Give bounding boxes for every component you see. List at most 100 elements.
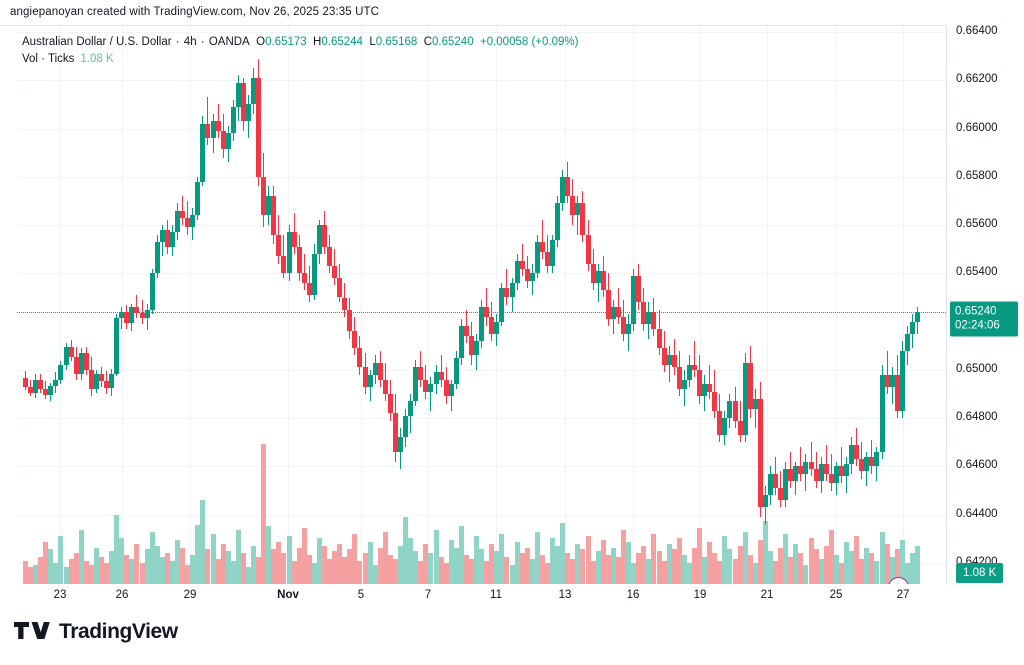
volume-bar-down	[829, 530, 834, 584]
volume-bar-up	[145, 549, 150, 584]
gridline-vertical	[496, 26, 497, 584]
volume-bar-down	[444, 562, 449, 584]
candle-wick	[542, 220, 543, 259]
volume-bar-up	[722, 536, 727, 584]
chart-plot-area[interactable]	[17, 26, 946, 584]
candle-body-bearish	[657, 328, 662, 349]
volume-bar-up	[560, 522, 565, 584]
volume-bar-up	[195, 524, 200, 584]
candle-body-bearish	[748, 362, 753, 409]
volume-bar-down	[337, 543, 342, 584]
volume-bar-up	[849, 551, 854, 584]
volume-bar-down	[651, 534, 656, 584]
volume-bar-down	[885, 543, 890, 584]
candle-body-bearish	[271, 196, 276, 235]
volume-bar-down	[439, 557, 444, 584]
volume-bar-down	[773, 561, 778, 584]
volume-bar-down	[895, 549, 900, 584]
price-axis-tick: 0.66000	[956, 121, 998, 134]
candle-body-bearish	[423, 379, 428, 392]
time-axis[interactable]: 23 26 29 Nov 5 7 11 13 16 19 21 25 27	[0, 584, 1024, 608]
gridline-vertical	[428, 26, 429, 584]
candle-body-bearish	[565, 176, 570, 197]
volume-bar-down	[74, 553, 79, 584]
candle-wick	[811, 442, 812, 477]
volume-bar-up	[915, 545, 920, 584]
candle-wick	[755, 389, 756, 428]
volume-bar-down	[712, 553, 717, 584]
candle-body-bearish	[347, 309, 352, 332]
candle-body-bearish	[601, 270, 606, 291]
candle-body-bearish	[738, 420, 743, 436]
candle-body-bearish	[606, 290, 611, 320]
candle-wick	[430, 377, 431, 411]
candle-body-bearish	[185, 217, 190, 228]
gridline-horizontal	[17, 225, 946, 226]
volume-bar-down	[869, 553, 874, 584]
candle-body-bullish	[631, 275, 636, 325]
gridline-horizontal	[17, 177, 946, 178]
candle-body-bearish	[84, 353, 89, 370]
candle-body-bearish	[104, 380, 109, 388]
volume-bar-down	[185, 564, 190, 584]
volume-bar-down	[839, 562, 844, 584]
candle-body-bearish	[221, 130, 226, 150]
candle-body-bearish	[357, 348, 362, 368]
volume-bar-up	[408, 537, 413, 584]
candle-body-bearish	[814, 468, 819, 481]
volume-bar-down	[748, 555, 753, 584]
volume-bar-down	[393, 559, 398, 584]
volume-bar-down	[307, 555, 312, 584]
candle-body-bearish	[302, 273, 307, 283]
volume-bar-up	[226, 551, 231, 584]
time-axis-tick: 13	[558, 589, 572, 601]
volume-bar-down	[342, 557, 347, 584]
volume-bar-down	[216, 559, 221, 584]
volume-bar-down	[606, 555, 611, 584]
candle-body-bearish	[824, 464, 829, 474]
candle-body-bullish	[849, 444, 854, 465]
volume-bar-up	[434, 530, 439, 584]
volume-bar-up	[211, 534, 216, 584]
volume-bar-down	[570, 559, 575, 584]
time-axis-tick: 21	[760, 589, 774, 601]
candle-body-bullish	[682, 379, 687, 390]
candle-body-bearish	[591, 263, 596, 283]
candle-body-bullish	[479, 307, 484, 341]
volume-bar-down	[89, 564, 94, 584]
candle-body-bearish	[697, 369, 702, 397]
candle-body-bullish	[129, 307, 134, 323]
candle-body-bullish	[190, 215, 195, 228]
candle-wick	[522, 244, 523, 276]
volume-bar-up	[515, 541, 520, 584]
candle-body-bullish	[702, 384, 707, 397]
volume-bar-up	[611, 547, 616, 584]
volume-bar-down	[241, 553, 246, 584]
volume-series	[17, 26, 946, 584]
volume-bar-up	[530, 559, 535, 584]
candle-body-bullish	[844, 464, 849, 477]
price-axis-tick: 0.66400	[956, 25, 998, 37]
volume-bar-up	[454, 547, 459, 584]
volume-bar-up	[312, 562, 317, 584]
candle-body-bearish	[28, 386, 33, 393]
gridline-vertical	[361, 26, 362, 584]
gridline-vertical	[288, 26, 289, 584]
candle-body-bearish	[69, 346, 74, 357]
volume-bar-down	[662, 561, 667, 584]
volume-bar-up	[94, 547, 99, 584]
candle-body-bearish	[839, 466, 844, 477]
volume-bar-up	[510, 564, 515, 584]
gridline-horizontal	[17, 273, 946, 274]
volume-bar-up	[119, 537, 124, 584]
tradingview-wordmark: TradingView	[59, 619, 178, 643]
price-axis[interactable]: 0.66400 0.66200 0.66000 0.65800 0.65600 0.654…	[947, 25, 1024, 608]
volume-bar-up	[864, 547, 869, 584]
volume-bar-up	[109, 551, 114, 584]
volume-bar-down	[520, 553, 525, 584]
volume-bar-down	[824, 545, 829, 584]
volume-bar-up	[403, 516, 408, 584]
volume-bar-up	[114, 514, 119, 584]
gridline-horizontal	[17, 370, 946, 371]
